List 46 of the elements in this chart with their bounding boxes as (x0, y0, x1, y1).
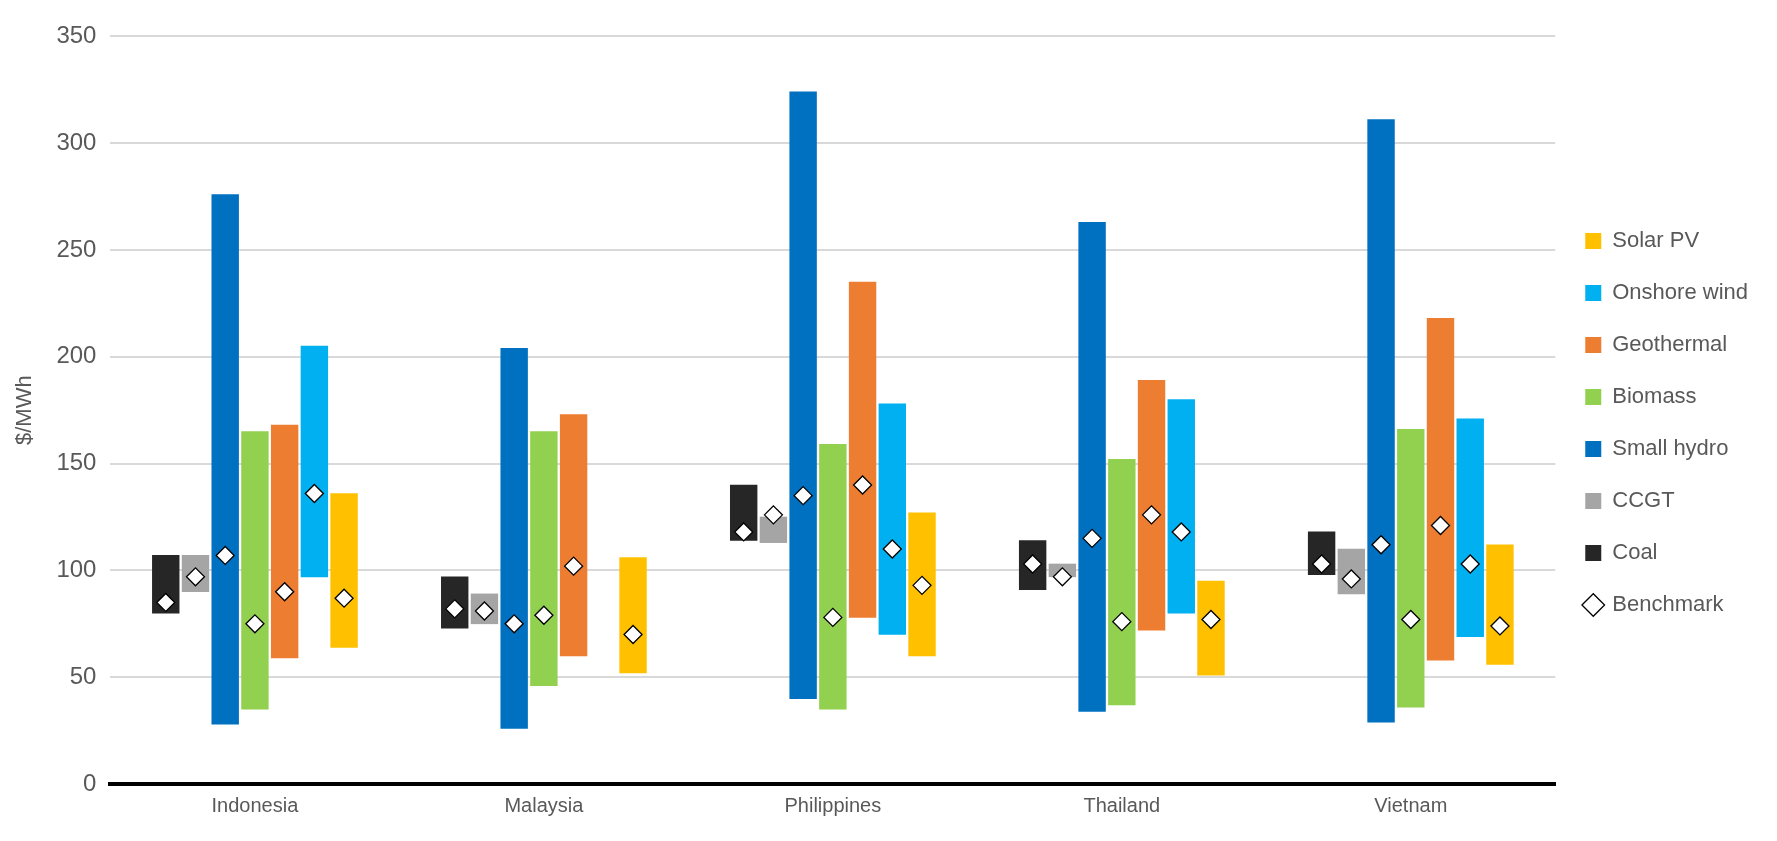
bar (1397, 429, 1425, 708)
bar (559, 414, 588, 657)
bar (530, 431, 558, 687)
bar (1426, 318, 1455, 661)
bar (819, 444, 847, 710)
y-tick-label: 200 (56, 341, 97, 369)
bar (1456, 418, 1484, 637)
bar (619, 557, 647, 674)
y-tick-label: 50 (69, 661, 97, 689)
bar (1167, 399, 1195, 614)
bar (270, 424, 299, 659)
bar (211, 194, 239, 725)
y-tick-label: 250 (56, 234, 97, 262)
x-tick-label: Indonesia (211, 793, 300, 816)
legend-label: Biomass (1612, 383, 1697, 409)
bar (1197, 580, 1225, 676)
bar (789, 91, 817, 699)
x-tick-label: Thailand (1083, 793, 1161, 816)
bar (848, 281, 877, 618)
legend-label: Geothermal (1612, 331, 1728, 357)
y-tick-label: 300 (56, 127, 97, 155)
x-tick-label: Vietnam (1374, 793, 1448, 816)
bar (1486, 544, 1514, 665)
legend-label: Small hydro (1612, 435, 1729, 461)
bar (1108, 459, 1136, 706)
bar (330, 493, 358, 648)
legend-label: Onshore wind (1612, 279, 1749, 305)
y-axis-title: $/MWh (11, 375, 37, 446)
bar (908, 512, 936, 657)
x-tick-label: Philippines (784, 793, 882, 816)
y-tick-label: 0 (83, 768, 97, 796)
bar (241, 431, 269, 710)
y-tick-label: 100 (56, 555, 97, 583)
bar (1367, 119, 1395, 723)
y-tick-label: 350 (56, 21, 97, 49)
bar (500, 347, 528, 729)
bar (300, 345, 329, 578)
legend-label: Solar PV (1612, 227, 1700, 253)
legend-label: Coal (1612, 539, 1658, 565)
bar (878, 403, 906, 635)
legend-label: CCGT (1612, 487, 1675, 513)
y-tick-label: 150 (56, 448, 97, 476)
bar (1137, 379, 1166, 631)
x-tick-label: Malaysia (504, 793, 585, 816)
legend-label: Benchmark (1612, 591, 1725, 617)
bar (1078, 221, 1106, 712)
